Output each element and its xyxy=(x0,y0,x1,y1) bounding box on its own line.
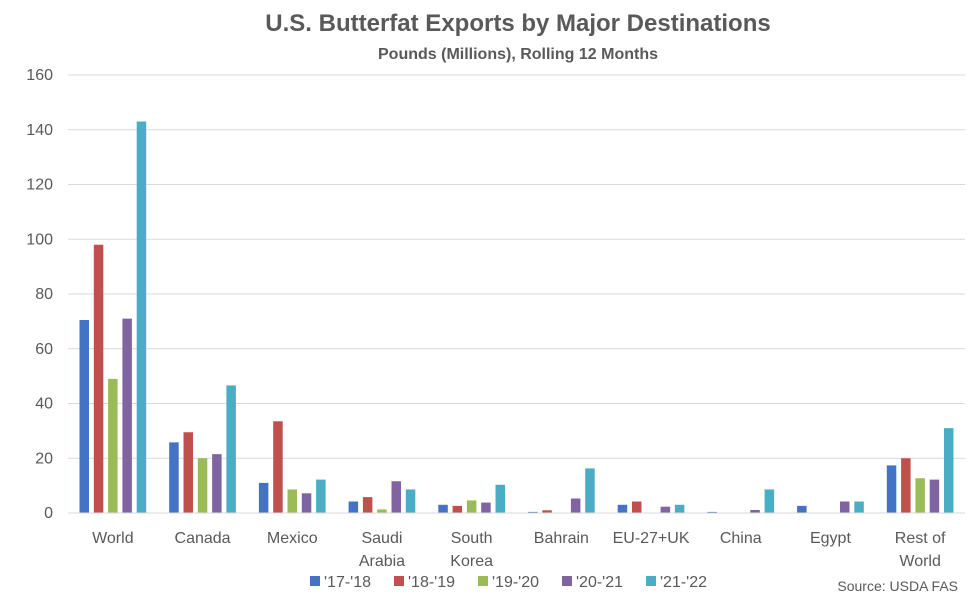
category-label: World xyxy=(92,530,134,547)
bar xyxy=(226,385,236,513)
bar xyxy=(273,421,283,513)
bar xyxy=(764,489,775,513)
bar xyxy=(79,320,89,513)
bar xyxy=(197,458,208,513)
bar xyxy=(362,497,373,513)
bar xyxy=(915,478,925,513)
bar xyxy=(750,509,760,513)
category-label: EU-27+UK xyxy=(613,530,690,547)
bar xyxy=(391,481,401,513)
legend-swatch xyxy=(646,576,656,586)
bars xyxy=(79,121,954,513)
legend-label: '17-'18 xyxy=(324,574,371,591)
legend-swatch xyxy=(310,576,320,586)
category-label: China xyxy=(720,530,762,547)
bar xyxy=(258,482,269,513)
legend-swatch xyxy=(394,576,404,586)
bar xyxy=(674,504,685,513)
bar xyxy=(348,501,359,513)
bar xyxy=(452,505,463,513)
bar xyxy=(169,442,179,513)
bar xyxy=(466,500,477,513)
y-tick-label: 140 xyxy=(26,122,53,139)
bar xyxy=(840,501,850,513)
bar xyxy=(287,489,297,513)
bar xyxy=(212,454,222,513)
bar xyxy=(632,501,642,513)
legend-swatch xyxy=(562,576,572,586)
bar xyxy=(886,465,897,513)
y-tick-label: 160 xyxy=(26,67,53,84)
legend-label: '18-'19 xyxy=(408,574,455,591)
bar xyxy=(93,244,104,513)
category-label: Arabia xyxy=(359,553,405,570)
legend-label: '21-'22 xyxy=(660,574,707,591)
bar xyxy=(136,121,147,513)
bar xyxy=(854,501,864,513)
bar xyxy=(183,432,193,513)
category-label: Korea xyxy=(450,553,493,570)
bar xyxy=(405,489,416,513)
bar xyxy=(901,458,911,513)
bar xyxy=(438,504,448,513)
y-tick-label: 60 xyxy=(35,341,53,358)
bar xyxy=(660,506,671,513)
category-label: Saudi xyxy=(361,530,402,547)
chart-subtitle: Pounds (Millions), Rolling 12 Months xyxy=(378,46,658,63)
source-note: Source: USDA FAS xyxy=(837,578,958,594)
bar xyxy=(944,428,954,513)
bar xyxy=(377,509,387,513)
bar xyxy=(495,484,505,513)
y-tick-label: 80 xyxy=(35,286,53,303)
chart-title: U.S. Butterfat Exports by Major Destinat… xyxy=(265,10,770,37)
bar xyxy=(528,511,538,513)
y-axis-tick-labels: 0 20 40 60 80 100 120 140 160 xyxy=(26,67,53,522)
category-label: Egypt xyxy=(810,530,851,547)
legend-label: '20-'21 xyxy=(576,574,623,591)
bar xyxy=(481,502,491,513)
bar xyxy=(570,498,581,513)
category-label: Canada xyxy=(175,530,231,547)
legend-label: '19-'20 xyxy=(492,574,539,591)
y-tick-label: 20 xyxy=(35,450,53,467)
bar xyxy=(617,504,628,513)
gridlines xyxy=(68,74,965,459)
legend: '17-'18 '18-'19 '19-'20 '20-'21 '21-'22 xyxy=(310,574,707,591)
category-label: Rest of xyxy=(895,530,946,547)
y-tick-label: 100 xyxy=(26,231,53,248)
category-label: Mexico xyxy=(267,530,318,547)
category-label: World xyxy=(899,553,941,570)
bar xyxy=(108,378,118,513)
bar xyxy=(316,479,326,513)
bar xyxy=(797,505,807,513)
bar xyxy=(707,511,717,513)
bar xyxy=(585,468,595,513)
category-labels: World Canada Mexico Saudi Arabia South Korea Ba… xyxy=(92,530,946,570)
bar xyxy=(122,318,132,513)
category-label: South xyxy=(451,530,493,547)
category-label: Bahrain xyxy=(534,530,589,547)
y-tick-label: 120 xyxy=(26,177,53,194)
legend-swatch xyxy=(478,576,488,586)
bar xyxy=(542,510,552,513)
y-tick-label: 40 xyxy=(35,396,53,413)
bar xyxy=(301,493,312,513)
bar xyxy=(929,479,940,513)
y-tick-label: 0 xyxy=(44,505,53,522)
